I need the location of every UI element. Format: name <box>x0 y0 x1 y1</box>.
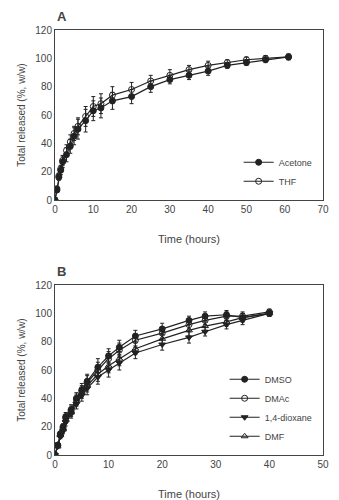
svg-text:Time (hours): Time (hours) <box>158 233 220 245</box>
svg-text:Acetone: Acetone <box>279 158 312 168</box>
svg-text:70: 70 <box>317 204 329 215</box>
svg-text:100: 100 <box>35 53 52 64</box>
svg-text:20: 20 <box>41 421 53 432</box>
svg-text:80: 80 <box>41 81 53 92</box>
svg-text:1,4-dioxane: 1,4-dioxane <box>265 413 312 423</box>
svg-text:A: A <box>57 9 67 24</box>
svg-text:40: 40 <box>41 393 53 404</box>
svg-text:0: 0 <box>46 450 52 461</box>
svg-text:50: 50 <box>317 459 329 470</box>
svg-text:DMAc: DMAc <box>265 394 290 404</box>
svg-text:30: 30 <box>210 459 222 470</box>
svg-text:B: B <box>57 264 66 279</box>
svg-text:Total released (%, w/w): Total released (%, w/w) <box>16 63 27 166</box>
svg-text:0: 0 <box>46 195 52 206</box>
svg-text:60: 60 <box>41 110 53 121</box>
svg-text:80: 80 <box>41 336 53 347</box>
svg-text:40: 40 <box>264 459 276 470</box>
svg-text:100: 100 <box>35 308 52 319</box>
svg-text:Total released (%, w/w): Total released (%, w/w) <box>16 318 27 421</box>
svg-text:60: 60 <box>41 365 53 376</box>
svg-text:30: 30 <box>164 204 176 215</box>
svg-text:60: 60 <box>279 204 291 215</box>
svg-text:0: 0 <box>52 459 58 470</box>
svg-text:DMF: DMF <box>265 432 285 442</box>
svg-text:0: 0 <box>52 204 58 215</box>
svg-text:THF: THF <box>279 177 297 187</box>
svg-text:50: 50 <box>241 204 253 215</box>
svg-text:40: 40 <box>203 204 215 215</box>
svg-text:120: 120 <box>35 25 52 36</box>
svg-text:20: 20 <box>157 459 169 470</box>
svg-text:120: 120 <box>35 280 52 291</box>
svg-text:40: 40 <box>41 138 53 149</box>
svg-text:Time (hours): Time (hours) <box>158 488 220 500</box>
svg-text:20: 20 <box>126 204 138 215</box>
svg-text:10: 10 <box>88 204 100 215</box>
svg-text:DMSO: DMSO <box>265 375 292 385</box>
svg-text:10: 10 <box>103 459 115 470</box>
svg-text:20: 20 <box>41 166 53 177</box>
